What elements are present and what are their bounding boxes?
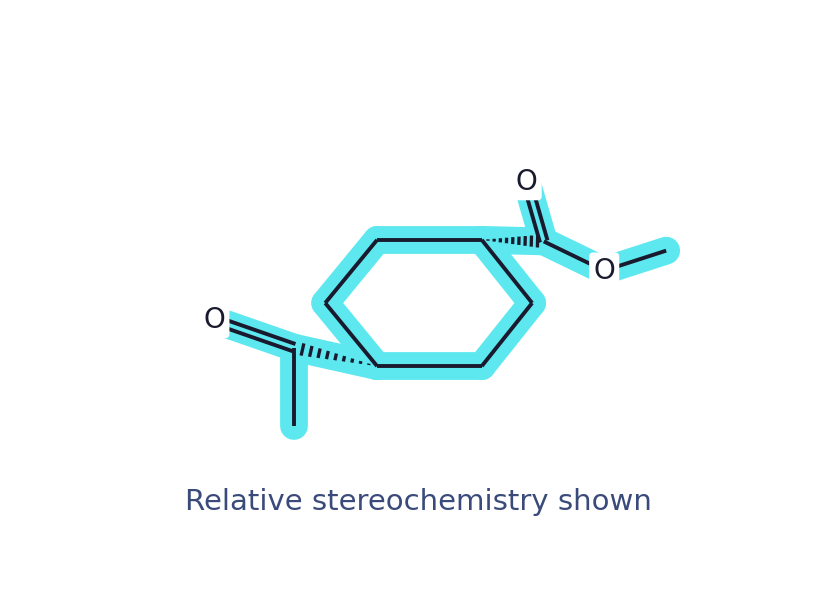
Text: O: O: [203, 306, 225, 334]
Text: Relative stereochemistry shown: Relative stereochemistry shown: [184, 488, 652, 515]
Text: O: O: [593, 257, 615, 284]
Text: O: O: [516, 168, 538, 196]
